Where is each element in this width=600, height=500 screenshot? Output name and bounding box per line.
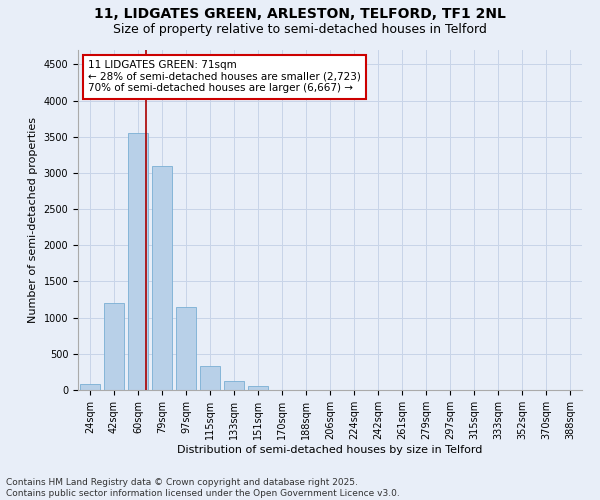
Bar: [200, 366, 220, 390]
Bar: [248, 386, 268, 390]
Text: Size of property relative to semi-detached houses in Telford: Size of property relative to semi-detach…: [113, 22, 487, 36]
Bar: [224, 380, 244, 390]
Bar: [128, 133, 148, 390]
X-axis label: Distribution of semi-detached houses by size in Telford: Distribution of semi-detached houses by …: [178, 444, 482, 454]
Text: Contains HM Land Registry data © Crown copyright and database right 2025.
Contai: Contains HM Land Registry data © Crown c…: [6, 478, 400, 498]
Text: 11 LIDGATES GREEN: 71sqm
← 28% of semi-detached houses are smaller (2,723)
70% o: 11 LIDGATES GREEN: 71sqm ← 28% of semi-d…: [88, 60, 361, 94]
Y-axis label: Number of semi-detached properties: Number of semi-detached properties: [28, 117, 38, 323]
Bar: [176, 307, 196, 390]
Bar: [152, 166, 172, 390]
Text: 11, LIDGATES GREEN, ARLESTON, TELFORD, TF1 2NL: 11, LIDGATES GREEN, ARLESTON, TELFORD, T…: [94, 8, 506, 22]
Bar: [80, 384, 100, 390]
Bar: [104, 303, 124, 390]
